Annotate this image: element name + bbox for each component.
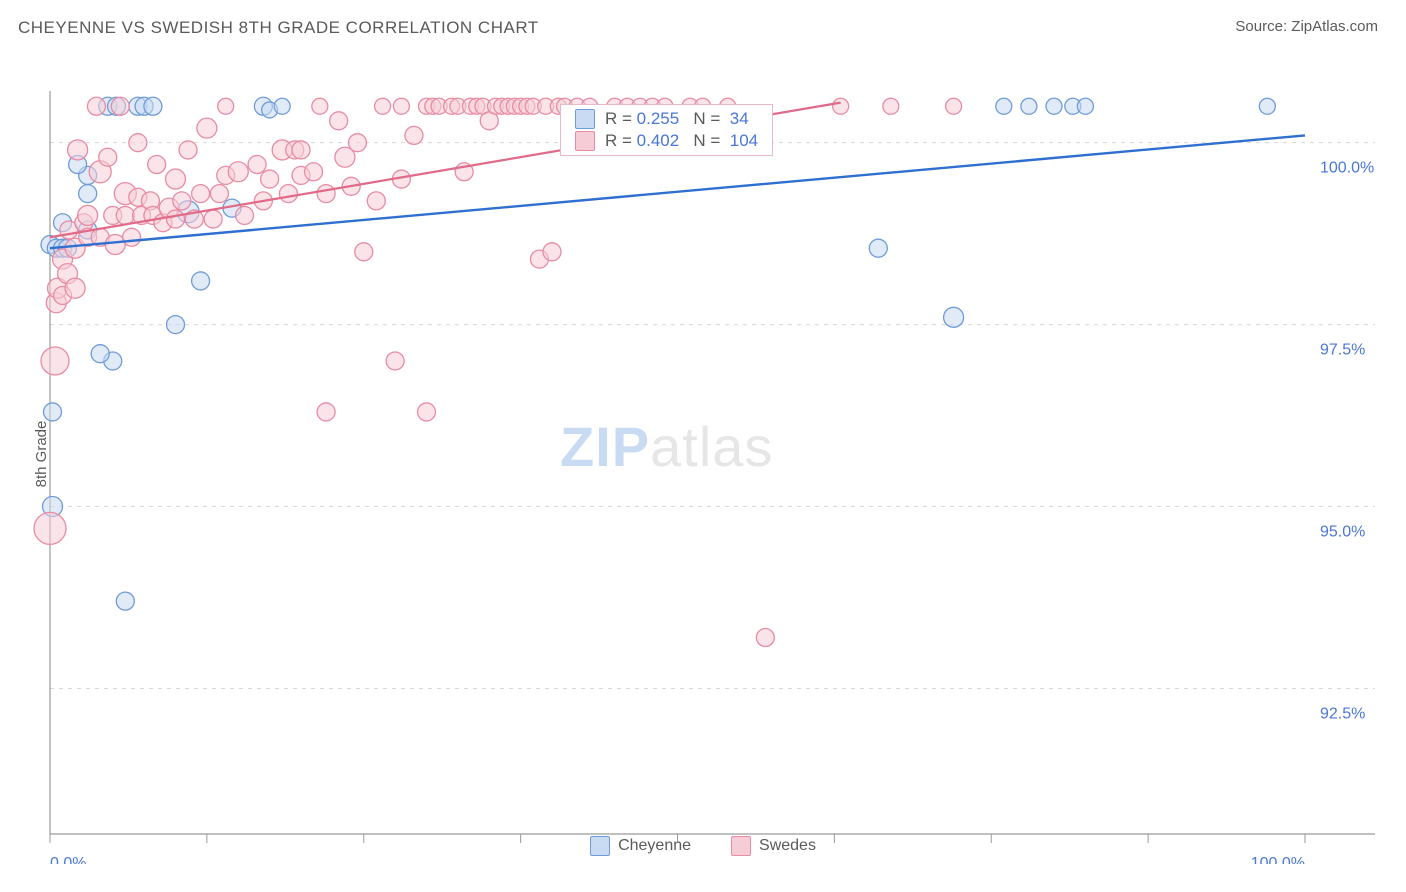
source-label: Source: [1235, 18, 1291, 35]
svg-text:92.5%: 92.5% [1320, 705, 1365, 722]
stats-box: R = 0.255 N = 34R = 0.402 N = 104 [560, 104, 773, 156]
legend-label-swedes: Swedes [759, 837, 816, 855]
svg-text:0.0%: 0.0% [50, 855, 86, 864]
svg-text:100.0%: 100.0% [1320, 160, 1374, 177]
source-value: ZipAtlas.com [1291, 18, 1378, 35]
svg-text:95.0%: 95.0% [1320, 524, 1365, 541]
legend-label-cheyenne: Cheyenne [618, 837, 691, 855]
stats-row-cheyenne: R = 0.255 N = 34 [575, 109, 758, 129]
legend-item-cheyenne: Cheyenne [590, 836, 691, 856]
legend-swatch-swedes [731, 836, 751, 856]
legend-item-swedes: Swedes [731, 836, 816, 856]
y-axis-label: 8th Grade [33, 421, 50, 488]
stats-swatch-cheyenne [575, 109, 595, 129]
source: Source: ZipAtlas.com [1235, 18, 1378, 35]
stats-swatch-swedes [575, 131, 595, 151]
chart-area: 8th Grade 92.5% 95.0% 97.5% 100.0% 0.0% 100.0… [0, 44, 1406, 864]
legend: Cheyenne Swedes [0, 836, 1406, 856]
header: CHEYENNE VS SWEDISH 8TH GRADE CORRELATIO… [0, 0, 1406, 44]
legend-swatch-cheyenne [590, 836, 610, 856]
scatter-plot: 92.5% 95.0% 97.5% 100.0% 0.0% 100.0% [0, 44, 1406, 864]
stats-row-swedes: R = 0.402 N = 104 [575, 131, 758, 151]
svg-text:97.5%: 97.5% [1320, 342, 1365, 359]
svg-text:100.0%: 100.0% [1251, 855, 1305, 864]
chart-title: CHEYENNE VS SWEDISH 8TH GRADE CORRELATIO… [18, 18, 539, 38]
